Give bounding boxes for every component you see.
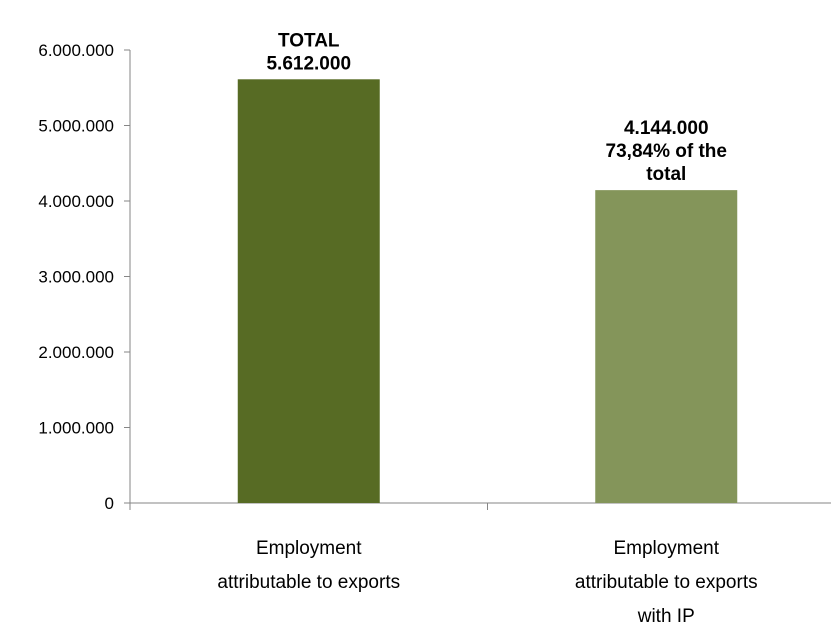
- y-tick-label: 5.000.000: [38, 117, 114, 136]
- bar: [595, 190, 738, 504]
- chart-axes: 0 1.000.000 2.000.000 3.000.000 4.000.000 5.0…: [38, 41, 831, 513]
- x-tick-label: Employment attributable to exports: [217, 538, 400, 593]
- y-tick-label: 6.000.000: [38, 41, 114, 60]
- data-label: TOTAL 5.612.000: [266, 30, 351, 74]
- chart-bars: [237, 79, 738, 504]
- data-label: 4.144.000 73,84% of the total: [606, 118, 727, 185]
- y-tick-label: 3.000.000: [38, 268, 114, 287]
- y-tick-label: 2.000.000: [38, 343, 114, 362]
- bar: [237, 79, 380, 503]
- y-tick-label: 0: [105, 494, 114, 513]
- y-tick-label: 1.000.000: [38, 419, 114, 438]
- x-tick-label: Employment attributable to exports with IP: [575, 538, 758, 627]
- chart-labels: TOTAL 5.612.000 Employment attributable to …: [217, 30, 757, 627]
- y-tick-label: 4.000.000: [38, 192, 114, 211]
